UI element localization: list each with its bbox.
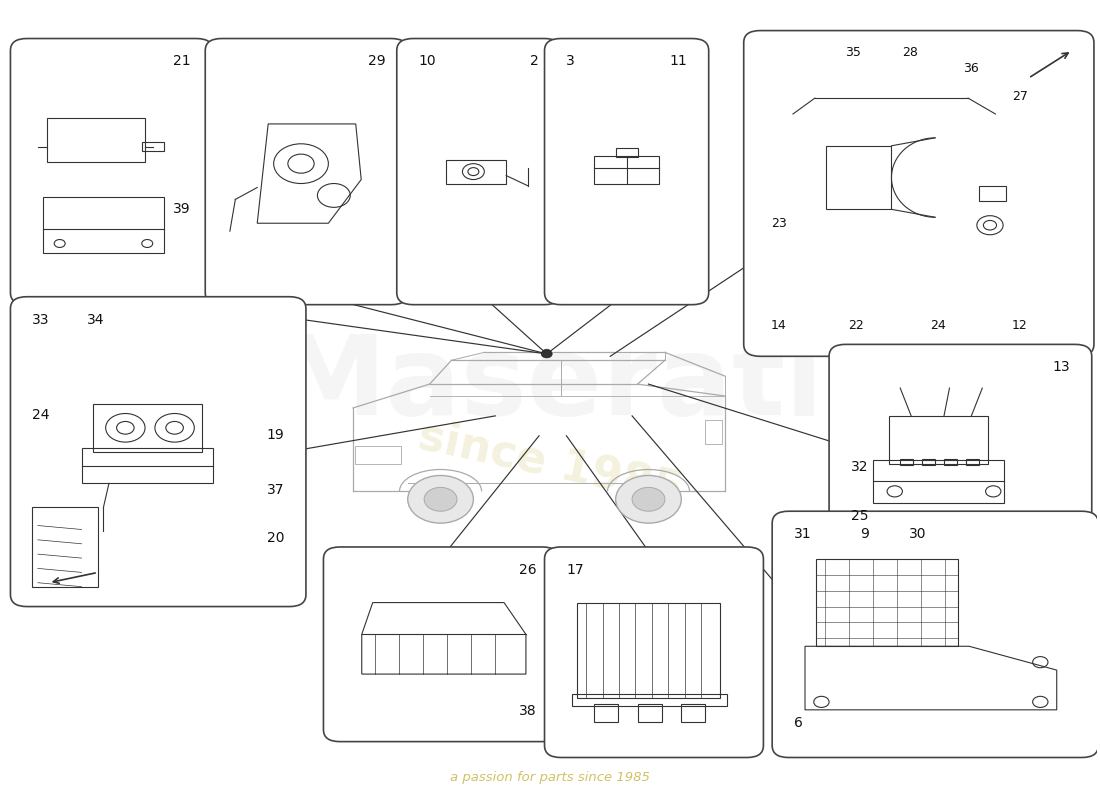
FancyBboxPatch shape <box>10 38 213 305</box>
Text: 22: 22 <box>848 319 864 333</box>
Text: 31: 31 <box>794 527 812 541</box>
FancyBboxPatch shape <box>206 38 408 305</box>
Bar <box>46 118 145 162</box>
Text: 13: 13 <box>1053 360 1070 374</box>
Text: since 1985: since 1985 <box>414 414 686 513</box>
Bar <box>594 704 618 722</box>
Text: 11: 11 <box>669 54 686 69</box>
Text: 3: 3 <box>566 54 575 69</box>
Bar <box>638 704 661 722</box>
Bar <box>705 420 722 444</box>
FancyBboxPatch shape <box>397 38 561 305</box>
FancyBboxPatch shape <box>10 297 306 606</box>
FancyBboxPatch shape <box>829 344 1091 547</box>
Text: 36: 36 <box>962 62 978 75</box>
Text: 37: 37 <box>266 483 284 498</box>
Bar <box>944 458 957 465</box>
Bar <box>32 507 98 586</box>
Text: 38: 38 <box>519 704 537 718</box>
Bar <box>92 404 202 452</box>
Text: 30: 30 <box>909 527 926 541</box>
Text: 27: 27 <box>1012 90 1027 103</box>
Text: 25: 25 <box>851 509 869 523</box>
Circle shape <box>542 349 551 355</box>
Bar <box>355 446 402 463</box>
Text: 14: 14 <box>771 319 786 333</box>
Bar <box>142 142 164 151</box>
Bar <box>446 160 506 183</box>
Bar <box>572 694 727 706</box>
Bar <box>900 458 913 465</box>
Text: 23: 23 <box>771 218 786 230</box>
Bar <box>979 186 1006 202</box>
Text: 24: 24 <box>930 319 946 333</box>
Bar <box>816 559 958 646</box>
Text: a passion for parts since 1985: a passion for parts since 1985 <box>450 771 650 784</box>
Text: 26: 26 <box>519 563 537 577</box>
Circle shape <box>408 475 473 523</box>
Bar <box>81 448 213 483</box>
Bar <box>922 458 935 465</box>
Text: 6: 6 <box>794 716 803 730</box>
Bar <box>966 458 979 465</box>
Text: 20: 20 <box>266 531 284 545</box>
Bar <box>826 146 891 210</box>
Text: 35: 35 <box>846 46 861 59</box>
Text: 39: 39 <box>174 202 191 216</box>
Text: 10: 10 <box>419 54 437 69</box>
Text: 24: 24 <box>32 408 50 422</box>
Text: 17: 17 <box>566 563 584 577</box>
Bar <box>681 704 705 722</box>
Text: 29: 29 <box>368 54 386 69</box>
FancyBboxPatch shape <box>744 30 1093 356</box>
Bar <box>43 198 164 253</box>
FancyBboxPatch shape <box>544 547 763 758</box>
Bar <box>616 148 638 158</box>
Text: 28: 28 <box>902 46 918 59</box>
Circle shape <box>425 487 456 511</box>
FancyBboxPatch shape <box>544 38 708 305</box>
Text: 9: 9 <box>860 527 869 541</box>
Text: 32: 32 <box>851 459 869 474</box>
Bar <box>578 602 719 698</box>
Bar <box>889 416 988 463</box>
Text: 19: 19 <box>266 428 284 442</box>
Text: 2: 2 <box>530 54 539 69</box>
Text: 21: 21 <box>174 54 191 69</box>
Circle shape <box>632 487 664 511</box>
Text: 34: 34 <box>87 313 104 326</box>
FancyBboxPatch shape <box>323 547 559 742</box>
Circle shape <box>616 475 681 523</box>
FancyBboxPatch shape <box>772 511 1098 758</box>
Text: Maserati: Maserati <box>276 330 824 438</box>
Bar <box>594 156 659 183</box>
Circle shape <box>541 350 552 358</box>
Text: 12: 12 <box>1012 319 1027 333</box>
Bar <box>873 459 1004 503</box>
Text: 33: 33 <box>32 313 50 326</box>
